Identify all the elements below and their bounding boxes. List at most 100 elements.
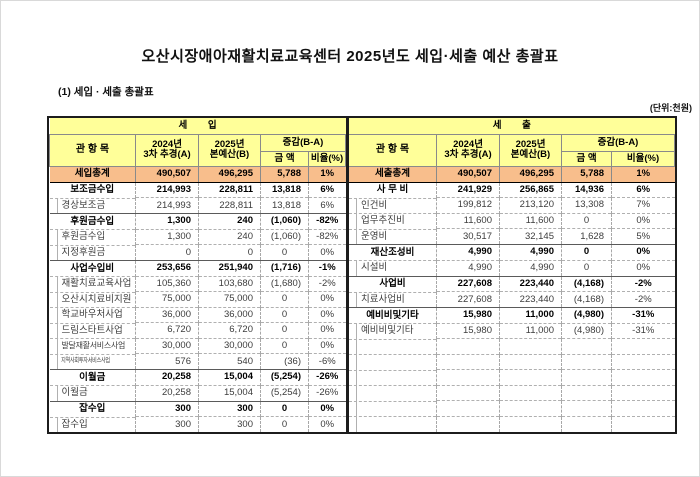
- table-row: 오산시치료비지원 75,000 75,000 0 0%: [49, 291, 346, 307]
- cell-amount: [561, 369, 612, 386]
- revenue-section-title: 세 입: [49, 118, 346, 135]
- expenditure-section-band: 세 출: [347, 118, 675, 135]
- table-row: 경상보조금 214,993 228,811 13,818 6%: [49, 197, 346, 214]
- cell-year-b: 240: [198, 213, 261, 229]
- revenue-section-band: 세 입: [49, 118, 346, 135]
- cell-year-b: 228,811: [198, 181, 261, 198]
- row-label: 사업수입비: [49, 260, 136, 276]
- cell-year-b: 223,440: [499, 275, 562, 292]
- indent-gutter: [349, 401, 357, 417]
- tbody-revenue: 보조금수입 214,993 228,811 13,818 6% 경상보조금 214,993 2…: [49, 181, 346, 432]
- page-title: 오산시장애아재활치료교육센터 2025년도 세입·세출 예산 총괄표: [141, 48, 559, 65]
- table-row: 운영비 30,517 32,145 1,628 5%: [348, 228, 675, 245]
- row-label-text: 재활치료교육사업: [61, 278, 132, 290]
- table-row: 사업비 227,608 223,440 (4,168) -2%: [347, 275, 675, 292]
- row-label: 보조금수입: [49, 181, 136, 198]
- cell-year-a: 30,000: [135, 337, 199, 354]
- row-label: [349, 400, 436, 417]
- cell-ratio: 6%: [308, 197, 346, 214]
- total-year-b: 496,295: [198, 165, 261, 183]
- col-header-amount: 금 액: [561, 150, 612, 167]
- row-label-text: 시설비: [361, 262, 388, 274]
- cell-ratio: -2%: [610, 291, 675, 308]
- cell-ratio: 7%: [610, 197, 675, 214]
- col-header-change: 증감(B-A): [260, 133, 346, 152]
- row-label: [349, 385, 436, 401]
- row-label: 잡수입: [49, 416, 135, 432]
- row-label: 지역사회투자서비스사업: [49, 353, 135, 369]
- row-label-text: 이월금: [61, 387, 88, 399]
- cell-year-b: 15,004: [198, 384, 261, 401]
- cell-amount: 0: [260, 244, 309, 261]
- cell-amount: (5,254): [260, 369, 309, 385]
- cell-year-a: [436, 415, 500, 432]
- total-label: 세출총계: [347, 165, 437, 183]
- cell-year-a: 300: [135, 416, 199, 432]
- cell-amount: (36): [260, 353, 309, 370]
- cell-year-a: 20,258: [135, 384, 199, 401]
- cell-year-b: 36,000: [198, 306, 261, 323]
- cell-year-b: 11,000: [499, 307, 562, 324]
- cell-year-b: 213,120: [499, 197, 562, 214]
- section-subtitle: (1) 세입 · 세출 총괄표: [58, 86, 154, 98]
- indent-gutter: [50, 292, 58, 307]
- row-label: 사 무 비: [347, 181, 437, 198]
- row-label-text: 예비비및기타: [361, 325, 414, 337]
- revenue-total-row: 세입총계 490,507 496,295 5,788 1%: [49, 165, 346, 183]
- cell-year-a: 4,990: [436, 244, 500, 261]
- cell-amount: 13,818: [260, 181, 309, 198]
- cell-year-b: 300: [198, 400, 261, 417]
- indent-gutter: [349, 339, 357, 355]
- row-label: 재활치료교육사업: [49, 276, 135, 292]
- cell-amount: 14,936: [561, 181, 612, 198]
- cell-amount: [561, 400, 612, 417]
- cell-ratio: [610, 400, 675, 417]
- row-label-text: 업무추진비: [361, 215, 405, 227]
- row-label: 예비비및기타: [347, 307, 437, 324]
- cell-year-b: [499, 384, 562, 401]
- cell-ratio: [610, 338, 675, 355]
- row-label: 발달재활서비스사업: [49, 338, 135, 354]
- total-year-a: 490,507: [436, 165, 500, 183]
- row-label: [349, 338, 436, 355]
- cell-year-a: 576: [135, 353, 199, 370]
- cell-ratio: [610, 353, 675, 370]
- table-row: [348, 384, 675, 401]
- indent-gutter: [349, 261, 357, 276]
- cell-year-a: 1,300: [135, 228, 199, 245]
- cell-ratio: -2%: [308, 275, 346, 292]
- cell-amount: 13,818: [260, 197, 309, 214]
- cell-ratio: -82%: [308, 228, 346, 245]
- row-label-text: 오산시치료비지원: [61, 293, 132, 305]
- table-row: 지정후원금 0 0 0 0%: [49, 244, 346, 261]
- cell-year-a: 30,517: [436, 228, 500, 245]
- row-label: 후원금수입: [49, 213, 136, 229]
- cell-year-b: 223,440: [499, 291, 562, 308]
- cell-ratio: 5%: [610, 228, 675, 245]
- row-label-text: 경상보조금: [61, 199, 106, 211]
- indent-gutter: [50, 230, 58, 245]
- cell-year-b: 15,004: [198, 369, 261, 385]
- col-header-item: 관 항 목: [49, 133, 136, 167]
- cell-year-b: 256,865: [499, 181, 562, 198]
- cell-year-b: 4,990: [499, 244, 562, 261]
- cell-amount: 0: [260, 291, 309, 307]
- col-header-year-b: 2025년 본예산(B): [499, 133, 562, 167]
- cell-year-a: 6,720: [135, 322, 199, 338]
- total-ratio: 1%: [610, 165, 675, 183]
- cell-ratio: -82%: [308, 213, 346, 229]
- row-label-text: 후원금수입: [61, 231, 106, 243]
- budget-tables: 세 입 관 항 목 2024년 3차 추경(A) 2025년 본예산(B) 증감…: [47, 116, 678, 434]
- cell-amount: (1,716): [260, 260, 309, 276]
- table-row: 시설비 4,990 4,990 0 0%: [348, 259, 675, 277]
- row-label: 예비비및기타: [349, 323, 436, 339]
- table-row: [348, 415, 675, 432]
- table-row: 사업수입비 253,656 251,940 (1,716) -1%: [49, 260, 346, 276]
- cell-amount: [561, 384, 612, 401]
- expenditure-section-title: 세 출: [347, 118, 675, 135]
- cell-ratio: 0%: [308, 416, 346, 432]
- table-row: [348, 369, 675, 386]
- col-header-amount: 금 액: [260, 150, 309, 167]
- cell-year-b: 75,000: [198, 291, 261, 307]
